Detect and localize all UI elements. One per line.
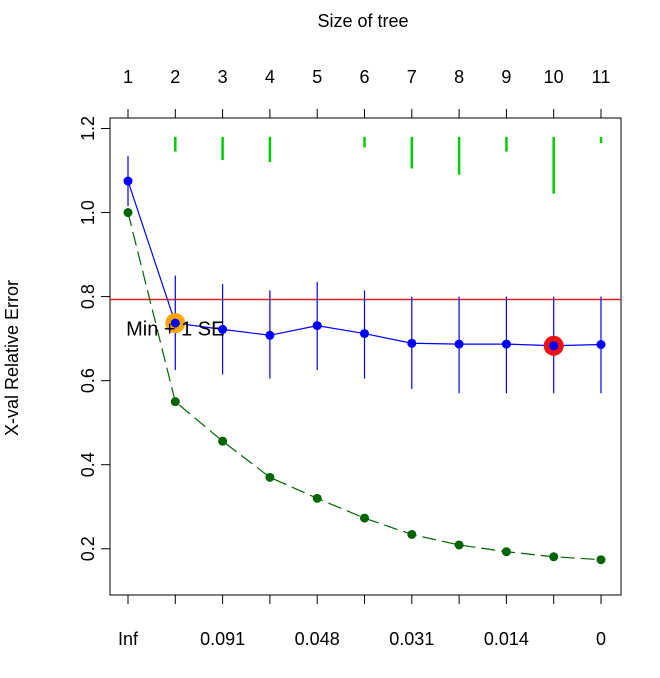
bottom-tick-label: 0: [596, 629, 606, 649]
series-0-point: [549, 341, 559, 351]
bottom-tick-label: 0.014: [484, 629, 529, 649]
y-axis: 0.2 0.4 0.6 0.8 1.0 1.2: [78, 116, 111, 561]
bottom-tick-label: 0.031: [389, 629, 434, 649]
top-tick-label: 5: [312, 67, 322, 87]
series-0-point: [218, 324, 228, 334]
y-tick-label: 0.8: [78, 284, 98, 309]
series-0-point: [596, 340, 606, 350]
series-0-point: [407, 338, 417, 348]
y-tick-label: 1.2: [78, 116, 98, 141]
plot-marks: Min + 1 SE: [110, 136, 621, 565]
plot-frame: [109, 117, 622, 596]
series-0-point: [170, 318, 180, 328]
bottom-tick-label: 0.048: [295, 629, 340, 649]
series-0-point: [501, 339, 511, 349]
top-axis-title: Size of tree: [317, 11, 408, 31]
series-0-point: [265, 330, 275, 340]
series-1-point: [360, 513, 369, 523]
y-axis-title: X-val Relative Error: [2, 280, 22, 436]
y-tick-label: 0.2: [78, 536, 98, 561]
top-tick-label: 1: [123, 67, 133, 87]
bottom-tick-label: 0.091: [200, 629, 245, 649]
series-0-point: [360, 329, 369, 339]
series-1-line: [127, 212, 602, 561]
top-tick-label: 11: [592, 67, 611, 87]
top-tick-label: 4: [265, 67, 275, 87]
top-tick-label: 10: [544, 67, 564, 87]
annotation-label: Min + 1 SE: [126, 318, 224, 340]
y-tick-label: 0.4: [78, 452, 98, 477]
series-1-point: [407, 529, 417, 539]
top-tick-label: 8: [454, 67, 464, 87]
y-tick-label: 1.0: [78, 200, 98, 225]
top-tick-label: 6: [359, 67, 369, 87]
series-1-point: [218, 436, 228, 446]
series-0-point: [312, 321, 322, 331]
y-tick-label: 0.6: [78, 368, 98, 393]
bottom-axis: Inf 0.091 0.048 0.031 0.014 0: [118, 594, 606, 649]
series-1-point: [454, 540, 464, 550]
series-0-point: [123, 176, 133, 186]
series-1-point: [265, 472, 275, 482]
series-1-point: [312, 493, 322, 503]
series-1-point: [596, 555, 606, 565]
bottom-tick-label: Inf: [118, 629, 139, 649]
top-tick-label: 9: [501, 67, 511, 87]
series-1-point: [549, 552, 559, 562]
series-0-point: [454, 339, 464, 349]
top-tick-label: 3: [218, 67, 228, 87]
series-1-point: [170, 397, 180, 407]
top-tick-label: 2: [170, 67, 180, 87]
series-1-point: [123, 208, 133, 218]
top-tick-label: 7: [407, 67, 417, 87]
top-axis: 1 2 3 4 5 6 7 8 9 10 11: [123, 67, 611, 119]
series-1-point: [501, 547, 511, 557]
